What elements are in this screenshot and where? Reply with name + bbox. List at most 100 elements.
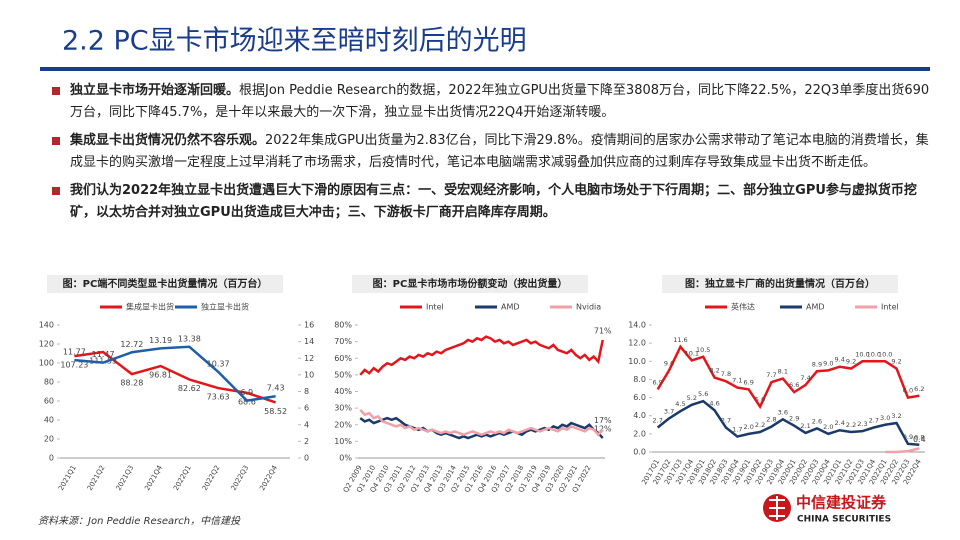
data-label: 6.6 xyxy=(789,381,799,389)
legend-label: Nvidia xyxy=(576,303,601,312)
data-label: 0.9 xyxy=(903,433,913,441)
y-tick-label: 30% xyxy=(334,404,352,413)
y-tick-label: 80% xyxy=(334,321,352,330)
legend-label: 英伟达 xyxy=(731,302,755,312)
data-label: 96.81 xyxy=(149,371,172,380)
data-label: 3.7 xyxy=(664,407,674,415)
x-tick-label: 2021Q1 xyxy=(57,464,78,492)
data-label: 2.6 xyxy=(812,417,822,425)
bullet-lead: 独立显卡市场开始逐渐回暖。 xyxy=(70,83,240,98)
data-label: 10.1 xyxy=(685,349,699,357)
data-label: 7.4 xyxy=(800,374,810,382)
y-tick-label: 50% xyxy=(334,370,352,379)
legend-label: AMD xyxy=(501,303,520,312)
data-label: 10.0 xyxy=(878,350,892,358)
bullet: 独立显卡市场开始逐渐回暖。根据Jon Peddie Research的数据，20… xyxy=(52,80,932,124)
x-tick-label: 2021Q2 xyxy=(86,464,107,492)
y-tick-label: 20% xyxy=(334,420,352,429)
data-label: 2.3 xyxy=(857,420,867,428)
y2-tick-label: 6 xyxy=(304,404,309,413)
data-label: 2.9 xyxy=(789,415,799,423)
data-label: 6.9 xyxy=(653,378,663,386)
data-label: 2.2 xyxy=(755,421,765,429)
data-label: 4.6 xyxy=(709,399,719,407)
logo-cn: 中信建投证券 xyxy=(796,494,887,512)
caption: 图：PC显卡市场市场份额变动（按出货量） xyxy=(373,277,568,290)
data-label: 111.53 xyxy=(89,357,117,366)
data-label: 9.0 xyxy=(664,359,674,367)
series-line xyxy=(656,399,920,446)
data-label: 9.4 xyxy=(835,356,845,364)
data-label: 7.43 xyxy=(267,384,285,393)
data-label: 13.19 xyxy=(149,336,172,345)
bullet-text: 根据Jon Peddie Research的数据，2022年独立GPU出货量下降… xyxy=(70,83,930,120)
end-label: 17% xyxy=(594,416,612,425)
logo-en: CHINA SECURITIES xyxy=(797,515,891,525)
data-label: 3.0 xyxy=(880,414,890,422)
logo-icon-lines xyxy=(769,496,785,520)
data-label: 4.5 xyxy=(675,400,685,408)
data-label: 9.0 xyxy=(823,359,833,367)
data-label: 13.38 xyxy=(178,334,201,343)
data-label: 7.1 xyxy=(732,377,742,385)
data-label: 2.1 xyxy=(800,422,810,430)
data-label: 6.9 xyxy=(744,378,754,386)
x-tick-label: 2021Q3 xyxy=(115,464,136,492)
data-label: 2.7 xyxy=(721,417,731,425)
data-label: 9.2 xyxy=(846,358,856,366)
x-tick-label: 2022Q1 xyxy=(172,464,193,492)
data-label: 1.7 xyxy=(732,426,742,434)
y-tick-label: 0.0 xyxy=(633,448,646,457)
y-tick-label: 40 xyxy=(44,416,54,425)
y-tick-label: 40% xyxy=(334,387,352,396)
data-label: 8.2 xyxy=(709,367,719,375)
y-tick-label: 10.0 xyxy=(628,357,646,366)
data-label: 9.2 xyxy=(891,358,901,366)
legend-label: AMD xyxy=(806,303,825,312)
data-label: 0.8 xyxy=(914,434,924,442)
series-line xyxy=(74,345,276,402)
data-label: 73.63 xyxy=(207,393,230,402)
y-tick-label: 0% xyxy=(339,454,352,463)
series-line xyxy=(885,447,920,454)
data-label: 8.1 xyxy=(778,368,788,376)
data-label: 5.2 xyxy=(687,394,697,402)
caption: 图：PC端不同类型显卡出货量情况（百万台） xyxy=(63,277,268,290)
slide-title: 2.2 PC显卡市场迎来至暗时刻后的光明 xyxy=(62,26,527,57)
data-label: 2.4 xyxy=(835,419,845,427)
x-tick-label: 2021Q4 xyxy=(143,464,164,493)
data-label: 88.28 xyxy=(120,379,143,388)
y-tick-label: 20 xyxy=(44,435,54,444)
end-label: 0.4 xyxy=(913,435,926,444)
series-line xyxy=(359,416,604,440)
data-label: 10.0 xyxy=(855,350,869,358)
caption-bg xyxy=(352,275,588,293)
data-label: 58.52 xyxy=(264,407,287,416)
legend-label: 独立显卡出货 xyxy=(201,302,249,312)
bullet-text: 2022年集成GPU出货量为2.83亿台，同比下滑29.8%。疫情期间的居家办公… xyxy=(70,133,929,170)
bullets: 独立显卡市场开始逐渐回暖。根据Jon Peddie Research的数据，20… xyxy=(52,80,932,230)
y-tick-label: 2.0 xyxy=(633,429,646,438)
y-tick-label: 140 xyxy=(39,321,54,330)
end-label: 71% xyxy=(594,326,612,335)
source: 资料来源：Jon Peddie Research，中信建投 xyxy=(38,515,241,527)
bullet: 我们认为2022年独立显卡出货遭遇巨大下滑的原因有三点：一、受宏观经济影响，个人… xyxy=(52,180,932,224)
y-tick-label: 4.0 xyxy=(633,411,646,420)
data-label: 82.62 xyxy=(178,384,201,393)
data-label: 11.77 xyxy=(63,348,86,357)
data-label: 5.0 xyxy=(755,396,765,404)
y-tick-label: 6.0 xyxy=(633,393,646,402)
y2-tick-label: 16 xyxy=(304,321,314,330)
data-label: 2.7 xyxy=(653,417,663,425)
bullet-lead: 我们认为2022年独立显卡出货遭遇巨大下滑的原因有三点：一、受宏观经济影响，个人… xyxy=(70,183,917,220)
data-label: 2.0 xyxy=(823,423,833,431)
series-line xyxy=(656,344,920,410)
series-line xyxy=(74,350,277,404)
data-label: 6.0 xyxy=(903,387,913,395)
y2-tick-label: 8 xyxy=(304,387,309,396)
y-tick-label: 14.0 xyxy=(628,321,646,330)
series-line xyxy=(359,335,604,376)
data-label: 2.7 xyxy=(869,417,879,425)
y-tick-label: 12.0 xyxy=(628,339,646,348)
